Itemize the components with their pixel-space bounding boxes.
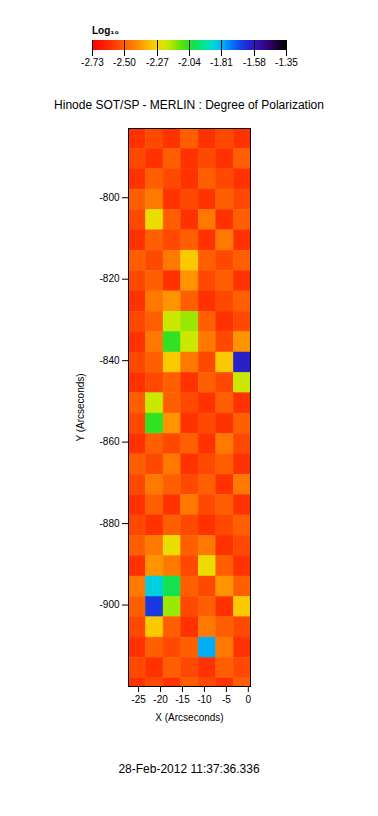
svg-text:-2.04: -2.04 [178, 57, 201, 68]
html-text:28-Feb-2012 11:37:36.336: 28-Feb-2012 11:37:36.336 [118, 762, 260, 776]
svg-text:-25: -25 [131, 694, 146, 705]
svg-text:-10: -10 [197, 694, 212, 705]
svg-text:-860: -860 [99, 436, 119, 447]
svg-text:-900: -900 [99, 599, 119, 610]
svg-text:X (Arcseconds): X (Arcseconds) [155, 712, 223, 723]
svg-text:-880: -880 [99, 518, 119, 529]
svg-text:Log₁₀: Log₁₀ [92, 25, 119, 36]
svg-text:-820: -820 [99, 273, 119, 284]
svg-text:-800: -800 [99, 192, 119, 203]
html-text:Hinode SOT/SP - MERLIN : Degre: Hinode SOT/SP - MERLIN : Degree of Polar… [54, 98, 324, 112]
svg-text:-15: -15 [175, 694, 190, 705]
svg-text:-840: -840 [99, 355, 119, 366]
svg-text:-1.58: -1.58 [243, 57, 266, 68]
svg-text:-2.27: -2.27 [146, 57, 169, 68]
svg-text:-20: -20 [153, 694, 168, 705]
svg-text:-5: -5 [222, 694, 231, 705]
svg-text:Y (Arcseconds): Y (Arcseconds) [75, 373, 86, 441]
svg-text:0: 0 [246, 694, 252, 705]
svg-text:-1.35: -1.35 [275, 57, 298, 68]
svg-text:-2.50: -2.50 [113, 57, 136, 68]
svg-text:-1.81: -1.81 [210, 57, 233, 68]
svg-text:-2.73: -2.73 [81, 57, 104, 68]
